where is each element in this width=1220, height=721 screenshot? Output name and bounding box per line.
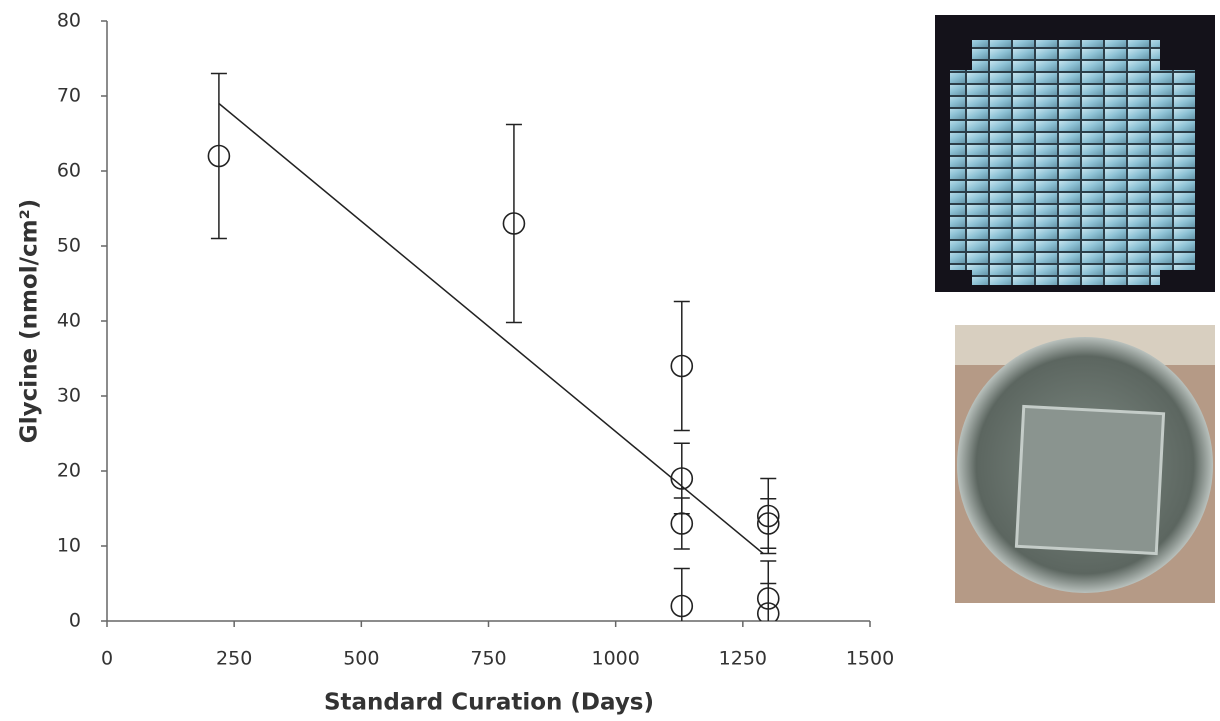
data-point <box>670 354 694 378</box>
error-bar <box>673 567 690 621</box>
data-point <box>756 602 780 621</box>
y-tick-label: 70 <box>57 85 81 107</box>
error-bar <box>673 300 690 432</box>
y-tick-label: 50 <box>57 235 81 257</box>
x-tick-label: 1250 <box>719 648 767 670</box>
error-bar <box>210 72 227 240</box>
error-bar <box>760 498 777 549</box>
data-point <box>670 594 694 618</box>
x-tick-label: 0 <box>101 648 113 670</box>
x-tick-label: 500 <box>343 648 379 670</box>
x-axis-title: Standard Curation (Days) <box>324 690 654 716</box>
y-tick-label: 10 <box>57 535 81 557</box>
data-point <box>670 512 694 535</box>
error-bar <box>760 582 777 621</box>
data-point <box>756 512 780 535</box>
y-tick-label: 20 <box>57 460 81 482</box>
x-tick-label: 1000 <box>591 648 639 670</box>
trend-line <box>218 102 764 555</box>
x-tick-label: 750 <box>470 648 506 670</box>
y-tick-label: 80 <box>57 10 81 32</box>
y-tick-label: 0 <box>69 610 81 632</box>
photo-collector <box>935 15 1215 292</box>
photo-dish <box>955 325 1215 603</box>
y-tick-label: 30 <box>57 385 81 407</box>
x-tick-label: 1500 <box>846 648 894 670</box>
error-bar <box>673 497 690 550</box>
y-tick-label: 60 <box>57 160 81 182</box>
data-point <box>207 144 231 168</box>
data-point <box>670 467 694 490</box>
error-bar <box>505 123 522 324</box>
y-axis-title: Glycine (nmol/cm²) <box>17 199 43 443</box>
x-tick-label: 250 <box>216 648 252 670</box>
data-point <box>502 212 526 235</box>
y-tick-label: 40 <box>57 310 81 332</box>
